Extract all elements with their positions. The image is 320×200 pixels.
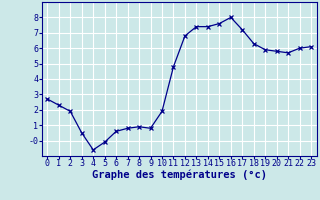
X-axis label: Graphe des températures (°c): Graphe des températures (°c) (92, 170, 267, 180)
